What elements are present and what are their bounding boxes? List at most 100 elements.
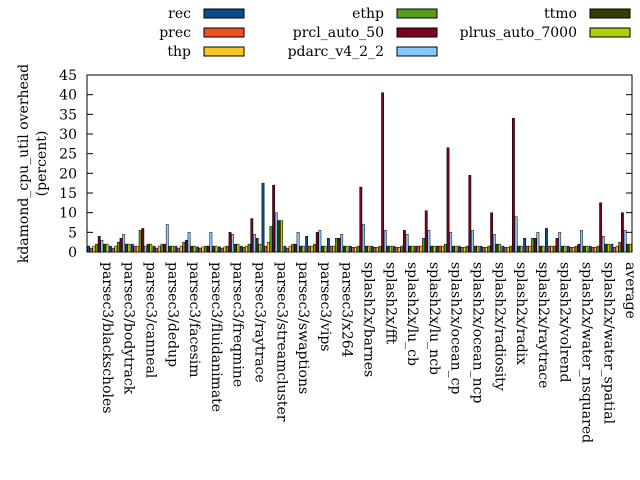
legend-swatch-prec — [203, 27, 245, 38]
y-tick-label: 40 — [59, 88, 77, 104]
bar-prec — [482, 247, 486, 253]
y-tick-label: 5 — [68, 225, 77, 241]
bar-ttmo — [560, 245, 564, 253]
bar-pdarc_v4_2_2 — [601, 236, 605, 253]
bar-ethp — [400, 245, 404, 253]
bar-ethp — [422, 237, 425, 253]
x-tick-label: splash2x/ocean_ncp — [470, 262, 486, 403]
x-tick-label: splash2x/barnes — [361, 262, 377, 377]
bar-ttmo — [473, 245, 477, 253]
bar-plrus_auto_7000 — [585, 245, 589, 253]
bar-rec — [109, 245, 112, 253]
x-tick-label: splash2x/ocean_cp — [448, 262, 464, 394]
bar-rec — [414, 245, 418, 253]
bar-prec — [155, 247, 159, 253]
legend-swatch-prcl_auto_50 — [396, 27, 438, 38]
bar-rec — [348, 245, 352, 253]
bar-thp — [419, 245, 423, 253]
y-tick-label: 20 — [59, 166, 77, 182]
bar-rec — [174, 245, 178, 253]
legend-label-thp: thp — [167, 44, 191, 60]
bar-pdarc_v4_2_2 — [362, 224, 365, 253]
bar-ttmo — [168, 245, 172, 253]
bar-thp — [310, 245, 314, 253]
bar-pdarc_v4_2_2 — [253, 234, 256, 253]
bar-plrus_auto_7000 — [563, 245, 567, 253]
bar-pdarc_v4_2_2 — [296, 232, 300, 253]
bar-ttmo — [212, 245, 215, 253]
bar-prcl_auto_50 — [512, 118, 515, 253]
bar-pdarc_v4_2_2 — [122, 234, 126, 253]
bar-ethp — [509, 245, 513, 253]
bar-plrus_auto_7000 — [519, 245, 523, 253]
bar-ethp — [225, 245, 229, 253]
bar-thp — [201, 246, 205, 253]
bar-ttmo — [364, 245, 368, 253]
legend-swatch-rec — [203, 8, 245, 19]
bar-thp — [266, 241, 270, 253]
bar-thp — [463, 247, 466, 253]
y-tick-label: 45 — [59, 68, 77, 84]
bar-ttmo — [626, 243, 630, 253]
legend-label-prec: prec — [159, 25, 191, 41]
y-tick-label: 15 — [59, 186, 77, 202]
bar-thp — [484, 247, 488, 253]
bar-ttmo — [604, 243, 608, 253]
bar-prec — [591, 247, 595, 253]
bar-rec — [610, 243, 614, 253]
bar-plrus_auto_7000 — [149, 243, 153, 253]
bar-plrus_auto_7000 — [280, 220, 283, 253]
bar-thp — [332, 245, 336, 253]
bar-plrus_auto_7000 — [236, 243, 240, 253]
bar-ttmo — [386, 245, 390, 253]
bar-rec — [130, 243, 134, 253]
bar-ttmo — [408, 245, 412, 253]
bar-prec — [198, 247, 202, 253]
bar-ttmo — [190, 245, 194, 253]
bar-pdarc_v4_2_2 — [100, 239, 104, 253]
bar-plrus_auto_7000 — [389, 245, 392, 253]
bar-rec — [501, 245, 505, 253]
bar-rec — [566, 245, 570, 253]
legend-label-prcl_auto_50: prcl_auto_50 — [293, 25, 384, 41]
bar-thp — [223, 246, 227, 253]
legend: rec prec thp ethp prcl_auto_50 pdarc_v4_2_2 tt… — [159, 6, 631, 60]
bar-thp — [441, 245, 445, 253]
bar-pdarc_v4_2_2 — [165, 224, 169, 253]
bar-prcl_auto_50 — [403, 230, 406, 253]
bar-prec — [220, 247, 224, 253]
bar-ttmo — [517, 245, 521, 253]
bar-rec — [283, 245, 287, 253]
bar-thp — [550, 245, 554, 253]
y-axis-label-line: kdamond_cpu_util overhead — [16, 64, 32, 263]
bar-ethp — [247, 243, 251, 253]
bar-rec — [479, 245, 483, 253]
bar-prec — [264, 245, 268, 253]
x-tick-label: parsec3/freqmine — [230, 262, 246, 387]
bar-prec — [307, 245, 311, 253]
x-tick-label: parsec3/blackscholes — [99, 262, 115, 413]
bar-prcl_auto_50 — [206, 245, 210, 253]
x-tick-label: parsec3/canneal — [143, 262, 159, 379]
legend-label-ethp: ethp — [352, 6, 384, 22]
y-axis-label: kdamond_cpu_util overhead (percent) — [16, 64, 50, 263]
bar-ethp — [160, 243, 164, 253]
bar-rec — [545, 228, 548, 253]
bar-ttmo — [342, 245, 346, 253]
legend-swatch-thp — [203, 46, 245, 57]
bar-ethp — [204, 245, 207, 253]
bar-prec — [177, 247, 180, 253]
bar-thp — [397, 247, 401, 253]
bar-pdarc_v4_2_2 — [318, 230, 322, 253]
bar-thp — [593, 247, 597, 253]
bar-plrus_auto_7000 — [323, 245, 327, 253]
bar-plrus_auto_7000 — [607, 243, 610, 253]
bar-prcl_auto_50 — [381, 92, 385, 253]
x-tick-label: parsec3/facesim — [186, 262, 202, 378]
x-tick-label: splash2x/radiosity — [491, 262, 507, 391]
bar-plrus_auto_7000 — [105, 243, 109, 253]
bar-thp — [114, 245, 118, 253]
bar-prcl_auto_50 — [446, 147, 450, 253]
bar-prec — [329, 245, 333, 253]
y-tick-label: 0 — [68, 245, 77, 261]
